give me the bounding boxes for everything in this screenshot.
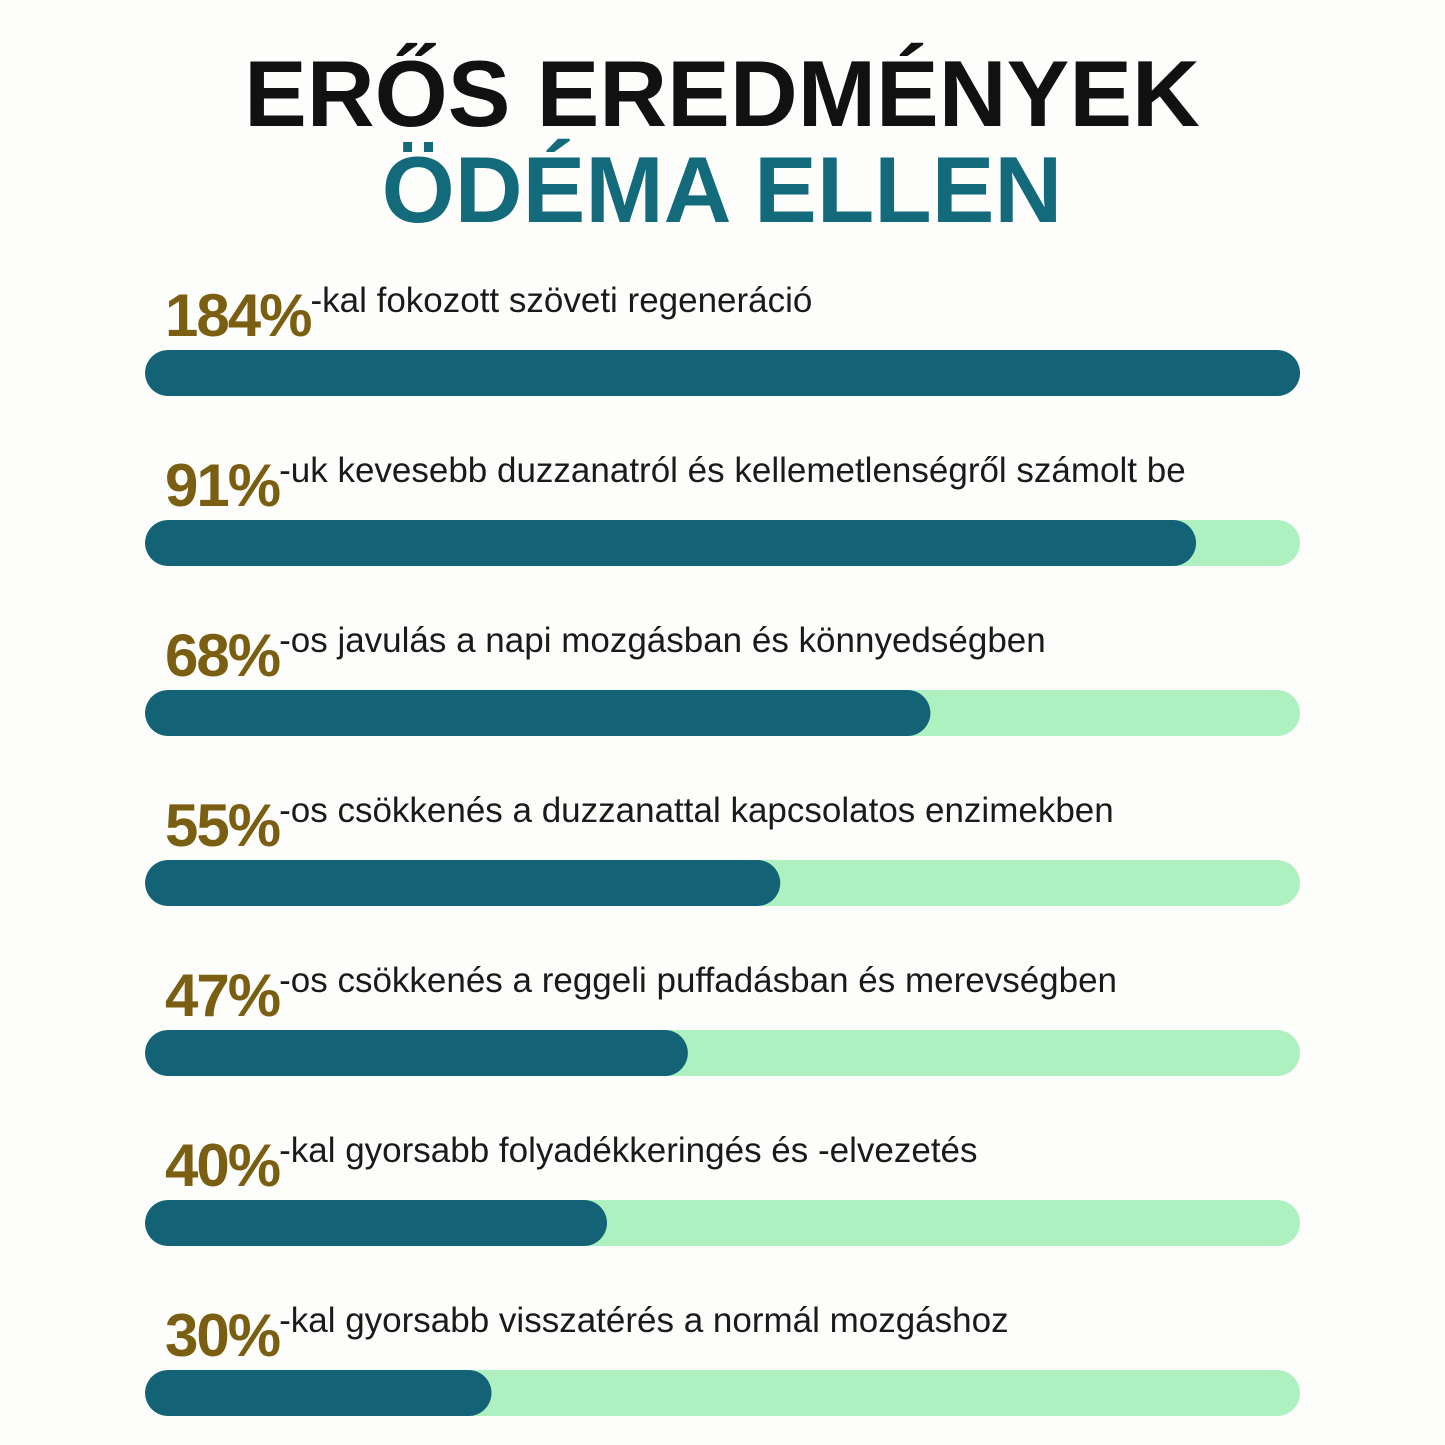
bar: [145, 690, 931, 736]
row-label: 47%-os csökkenés a reggeli puffadásban é…: [165, 961, 1117, 1029]
category-label: -os csökkenés a duzzanattal kapcsolatos …: [279, 791, 1114, 830]
bar-group: [145, 860, 781, 906]
value-label: 47%: [165, 962, 280, 1029]
value-label: 91%: [165, 452, 280, 519]
bar: [145, 860, 781, 906]
category-label: -kal fokozott szöveti regeneráció: [310, 281, 812, 320]
category-label: -kal gyorsabb folyadékkeringés és -elvez…: [279, 1131, 977, 1170]
bar-group: [145, 1030, 688, 1076]
row-label: 91%-uk kevesebb duzzanatról és kellemetl…: [165, 451, 1186, 519]
bar-group: [145, 520, 1197, 566]
category-label: -os javulás a napi mozgásban és könnyeds…: [279, 621, 1046, 660]
category-label: -kal gyorsabb visszatérés a normál mozgá…: [279, 1301, 1008, 1340]
bar: [145, 520, 1197, 566]
bar: [145, 1200, 607, 1246]
bar: [145, 1030, 688, 1076]
row-label: 55%-os csökkenés a duzzanattal kapcsolat…: [165, 791, 1114, 859]
category-label: -os csökkenés a reggeli puffadásban és m…: [279, 961, 1117, 1000]
value-label: 68%: [165, 622, 280, 689]
value-label: 184%: [165, 282, 311, 349]
row-label: 40%-kal gyorsabb folyadékkeringés és -el…: [165, 1131, 978, 1199]
row-label: 68%-os javulás a napi mozgásban és könny…: [165, 621, 1046, 689]
bar: [145, 1370, 492, 1416]
bar: [145, 350, 1300, 396]
bar-group: [145, 690, 931, 736]
chart-subtitle: ÖDÉMA ELLEN: [382, 137, 1063, 242]
value-label: 40%: [165, 1132, 280, 1199]
bar-group: [145, 350, 1300, 396]
value-label: 30%: [165, 1302, 280, 1369]
row-label: 30%-kal gyorsabb visszatérés a normál mo…: [165, 1301, 1009, 1369]
chart-title: ERŐS EREDMÉNYEK: [244, 41, 1200, 146]
category-label: -uk kevesebb duzzanatról és kellemetlens…: [279, 451, 1186, 490]
bar-group: [145, 1200, 607, 1246]
row-label: 184%-kal fokozott szöveti regeneráció: [165, 281, 812, 349]
bar-group: [145, 1370, 492, 1416]
value-label: 55%: [165, 792, 280, 859]
